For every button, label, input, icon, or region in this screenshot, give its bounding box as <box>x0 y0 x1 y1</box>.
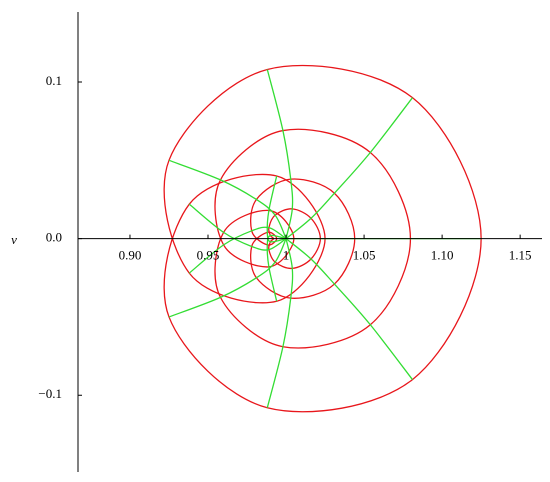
x-tick-label: 0.90 <box>119 248 142 263</box>
green-curve <box>188 203 287 251</box>
green-curve <box>285 97 413 240</box>
x-tick-label: 1.05 <box>353 248 376 263</box>
green-curve <box>168 238 287 318</box>
y-tick-label: −0.1 <box>38 386 62 401</box>
y-axis-label: v <box>11 232 17 247</box>
green-curve <box>285 238 413 380</box>
green-curve <box>266 175 287 243</box>
y-tick-label: 0.1 <box>46 73 62 88</box>
green-curve <box>168 159 287 239</box>
green-curve <box>266 238 294 408</box>
green-curve <box>266 69 294 239</box>
x-tick-label: 1.15 <box>509 248 532 263</box>
green-curve <box>188 226 287 274</box>
x-tick-label: 1 <box>283 248 290 263</box>
y-tick-label: 0.0 <box>46 230 62 245</box>
x-tick-label: 0.95 <box>197 248 220 263</box>
x-tick-label: 1.10 <box>431 248 454 263</box>
green-curve <box>266 234 287 302</box>
